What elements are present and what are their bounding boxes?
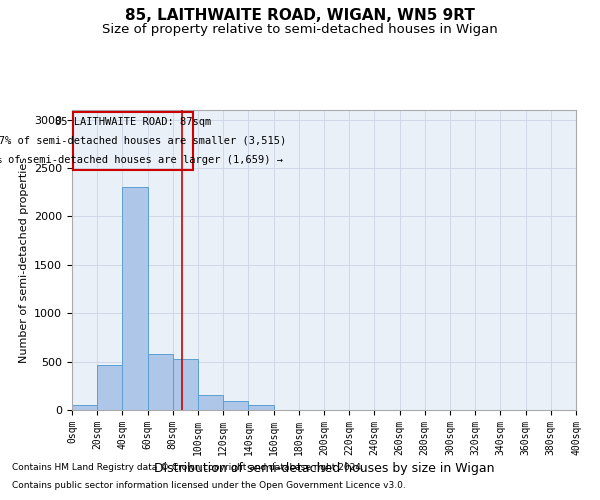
Bar [72,405,97,410]
Text: ← 67% of semi-detached houses are smaller (3,515): ← 67% of semi-detached houses are smalle… [0,136,286,146]
Bar [73,112,193,170]
Bar [122,188,148,410]
Text: 85, LAITHWAITE ROAD, WIGAN, WN5 9RT: 85, LAITHWAITE ROAD, WIGAN, WN5 9RT [125,8,475,22]
Bar [223,402,248,410]
Bar [97,364,122,410]
Bar [248,404,274,410]
Bar [148,354,173,410]
Text: 85 LAITHWAITE ROAD: 87sqm: 85 LAITHWAITE ROAD: 87sqm [55,118,211,128]
Text: Contains HM Land Registry data © Crown copyright and database right 2024.: Contains HM Land Registry data © Crown c… [12,464,364,472]
Text: 32% of semi-detached houses are larger (1,659) →: 32% of semi-detached houses are larger (… [0,154,283,164]
Bar [198,396,223,410]
Y-axis label: Number of semi-detached properties: Number of semi-detached properties [19,157,29,363]
Bar [173,358,198,410]
X-axis label: Distribution of semi-detached houses by size in Wigan: Distribution of semi-detached houses by … [154,462,494,475]
Text: Size of property relative to semi-detached houses in Wigan: Size of property relative to semi-detach… [102,22,498,36]
Text: Contains public sector information licensed under the Open Government Licence v3: Contains public sector information licen… [12,481,406,490]
